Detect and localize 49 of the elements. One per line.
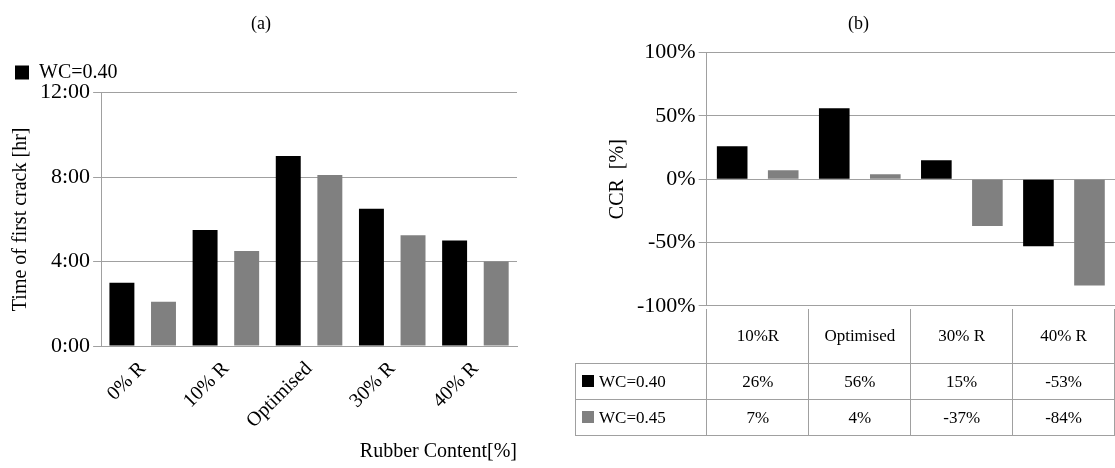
bar — [317, 174, 343, 346]
bar — [109, 282, 135, 346]
x-tick-label: Optimised — [808, 308, 911, 364]
y-tick-label: -100% — [637, 291, 696, 317]
y-tick-label: 0% — [666, 164, 696, 190]
x-tick-label: 30% R — [910, 308, 1013, 364]
data-label: 26% — [706, 363, 809, 400]
x-tick-label: 10%R — [706, 308, 809, 364]
bar — [483, 261, 509, 346]
bar — [1074, 179, 1105, 286]
data-label: -84% — [1012, 399, 1115, 436]
data-label: 4% — [808, 399, 911, 436]
legend-label: WC=0.45 — [575, 399, 707, 436]
bar — [767, 170, 799, 179]
bar — [869, 174, 901, 179]
x-tick-label: 40% R — [1012, 308, 1115, 364]
x-tick-label: 0% R — [101, 356, 150, 404]
data-label: -37% — [910, 399, 1013, 436]
bar — [1023, 179, 1054, 247]
bar — [400, 235, 426, 346]
data-label: 7% — [706, 399, 809, 436]
x-tick-label: 40% R — [427, 356, 483, 412]
bar — [716, 146, 748, 179]
bar — [921, 160, 952, 179]
x-axis-title: Rubber Content[%] — [359, 439, 517, 462]
x-tick-label: 30% R — [344, 356, 400, 412]
data-label: 15% — [910, 363, 1013, 400]
bar — [818, 108, 850, 179]
x-tick-label: 10% R — [177, 356, 233, 412]
bar — [192, 229, 218, 346]
bar — [442, 240, 468, 346]
y-tick-label: 4:00 — [50, 247, 91, 273]
bar — [151, 301, 176, 346]
y-axis-title: CCR [%] — [605, 139, 628, 220]
bar — [275, 155, 301, 346]
chart-title: (a) — [251, 12, 271, 34]
y-tick-label: 50% — [655, 101, 696, 127]
bar — [358, 208, 384, 346]
y-tick-label: 100% — [644, 38, 696, 64]
bar — [234, 251, 260, 346]
data-label: -53% — [1012, 363, 1115, 400]
y-tick-label: 0:00 — [50, 331, 91, 357]
bar — [972, 179, 1003, 227]
data-label: 56% — [808, 363, 911, 400]
chart-title: (b) — [848, 12, 869, 34]
y-tick-label: 8:00 — [50, 162, 91, 188]
y-tick-label: -50% — [648, 228, 696, 254]
y-axis-title: Time of first crack [hr] — [8, 127, 31, 312]
legend-label: WC=0.40 — [575, 363, 707, 400]
